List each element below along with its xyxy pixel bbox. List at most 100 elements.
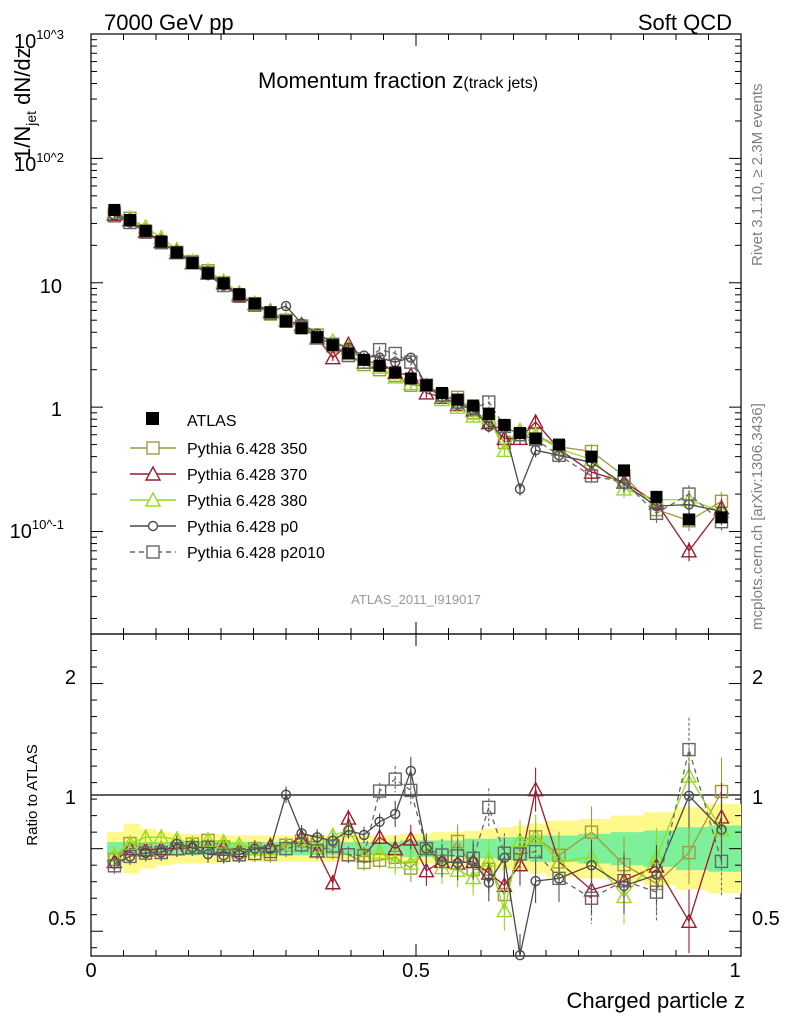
plot-title-var: z xyxy=(452,68,463,93)
ratio-ytick-right-2: 2 xyxy=(752,667,763,689)
atlas-point xyxy=(467,399,480,412)
atlas-point xyxy=(311,331,324,344)
ratio-point xyxy=(326,839,340,853)
atlas-point xyxy=(155,235,168,248)
ratio-y-axis-label: Ratio to ATLAS xyxy=(24,744,41,845)
ratio-point xyxy=(496,902,513,918)
ratio-point xyxy=(248,846,262,861)
ratio-point xyxy=(682,845,696,860)
ratio-point xyxy=(527,781,544,797)
series-line-pythia-6-428-380 xyxy=(114,211,722,513)
legend-label-atlas: ATLAS xyxy=(187,413,237,430)
series-point xyxy=(584,469,599,483)
ratio-point xyxy=(137,828,154,845)
ratio-line-pythia-6-428-380 xyxy=(114,774,723,914)
ytick-label-10: 10 xyxy=(40,276,62,298)
series-line-pythia-6-428-p2010 xyxy=(114,215,722,523)
atlas-point xyxy=(451,393,464,406)
ylabel-rest: dN/dz xyxy=(10,47,35,111)
ratio-point xyxy=(530,875,541,887)
ratio-point xyxy=(497,846,512,860)
ratio-point xyxy=(450,849,465,863)
ytick-exp-minus1: 10^-1 xyxy=(32,517,64,532)
ratio-point xyxy=(371,844,388,860)
atlas-point xyxy=(373,359,386,372)
plot-title-main: Momentum fraction xyxy=(258,68,452,93)
legend-label: Pythia 6.428 370 xyxy=(187,467,307,484)
ratio-line-pythia-6-428-370 xyxy=(113,787,723,923)
ratio-y-tick-labels: 0.5 1 2 0.5 1 2 xyxy=(48,667,780,930)
ytick-label-1e-1: 1010^-1 xyxy=(10,517,64,543)
atlas-point xyxy=(553,438,565,451)
legend-entry-pythia-6-428-p2010: Pythia 6.428 p2010 xyxy=(130,545,325,562)
ratio-point xyxy=(374,816,385,827)
ratio-point xyxy=(649,885,664,899)
ratio-point xyxy=(153,828,170,844)
legend-entry-pythia-6-428-380: Pythia 6.428 380 xyxy=(130,491,307,510)
ratio-series-pythia-6-428-p0 xyxy=(109,756,727,961)
atlas-data-layer xyxy=(108,203,728,526)
ratio-point xyxy=(483,877,494,888)
band-inner-segment xyxy=(448,840,465,857)
category-label: Soft QCD xyxy=(638,10,732,35)
ratio-point xyxy=(201,840,215,854)
ratio-point xyxy=(294,838,309,852)
ratio-point xyxy=(682,742,696,757)
ratio-point xyxy=(123,849,137,864)
series-point xyxy=(680,542,698,558)
rivet-version: Rivet 3.1.10, ≥ 2.3M events xyxy=(749,84,766,267)
ratio-point xyxy=(683,790,695,802)
main-y-axis-label: 1/Njet dN/dz xyxy=(10,47,39,160)
atlas-point xyxy=(436,386,448,399)
ratio-point xyxy=(402,830,419,846)
ratio-point xyxy=(310,844,324,858)
legend-entry-pythia-6-428-370: Pythia 6.428 370 xyxy=(130,465,307,484)
legend-marker xyxy=(144,465,162,481)
series-point xyxy=(496,441,513,457)
ratio-point xyxy=(465,869,482,885)
collision-label: 7000 GeV pp xyxy=(104,10,234,35)
atlas-point xyxy=(482,408,495,421)
ratio-ytick-left-1: 1 xyxy=(65,787,76,809)
ratio-point xyxy=(482,800,496,815)
legend-marker xyxy=(147,520,159,532)
ratio-point xyxy=(390,808,401,820)
ratio-point xyxy=(586,859,597,871)
legend-label: Pythia 6.428 p2010 xyxy=(187,545,325,562)
ratio-point xyxy=(418,862,435,878)
plot-title: Momentum fraction z(track jets) xyxy=(258,68,538,93)
ratio-point xyxy=(466,851,480,865)
series-point xyxy=(324,349,341,365)
legend-entry-pythia-6-428-p0: Pythia 6.428 p0 xyxy=(130,519,298,536)
ratio-point xyxy=(528,844,543,859)
main-panel-frame xyxy=(90,33,742,635)
series-point xyxy=(482,395,496,409)
ratio-point xyxy=(185,840,200,855)
x-tick-labels: 0 0.5 1 xyxy=(85,960,740,982)
ratio-point xyxy=(232,848,246,862)
ratio-point xyxy=(341,848,356,862)
atlas-point xyxy=(358,353,370,366)
ratio-point xyxy=(170,841,184,856)
atlas-point xyxy=(233,288,246,301)
series-point xyxy=(552,448,566,463)
xtick-label-0: 0 xyxy=(85,960,96,982)
ratio-line-pythia-6-428-p0 xyxy=(114,768,722,956)
legend-label: Pythia 6.428 p0 xyxy=(187,519,298,536)
ratio-point xyxy=(312,832,323,843)
ratio-point xyxy=(514,950,526,961)
xtick-label-1: 1 xyxy=(729,960,740,982)
atlas-point xyxy=(186,257,199,270)
atlas-point xyxy=(389,366,402,379)
atlas-point xyxy=(248,297,261,310)
atlas-point xyxy=(618,464,630,477)
ratio-point xyxy=(324,874,341,890)
series-point xyxy=(372,342,387,357)
series-point xyxy=(388,346,402,361)
series-point xyxy=(527,413,544,429)
atlas-point xyxy=(498,418,511,431)
atlas-point xyxy=(514,426,526,439)
legend-mc-entries: Pythia 6.428 350 Pythia 6.428 370 Pythia 6… xyxy=(130,441,325,562)
